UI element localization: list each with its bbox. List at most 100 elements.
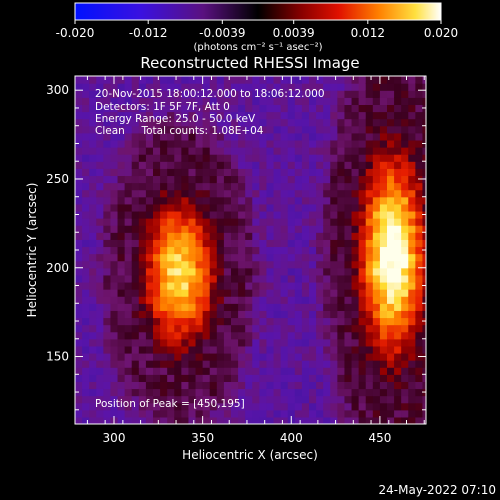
heatmap-cell: [287, 239, 296, 248]
heatmap-cell: [202, 338, 211, 347]
heatmap-cell: [287, 161, 296, 169]
heatmap-cell: [75, 402, 83, 411]
heatmap-cell: [252, 232, 260, 240]
heatmap-cell: [96, 409, 104, 418]
heatmap-cell: [202, 402, 211, 411]
heatmap-cell: [174, 218, 182, 226]
heatmap-cell: [153, 118, 161, 127]
heatmap-cell: [131, 210, 140, 219]
heatmap-cell: [216, 296, 225, 304]
heatmap-cell: [110, 267, 119, 276]
heatmap-cell: [238, 239, 246, 248]
heatmap-cell: [181, 210, 190, 219]
heatmap-cell: [408, 218, 416, 226]
heatmap-cell: [422, 97, 426, 106]
heatmap-cell: [103, 296, 112, 304]
heatmap-cell: [145, 345, 154, 354]
heatmap-cell: [301, 317, 310, 326]
heatmap-cell: [82, 289, 90, 297]
heatmap-cell: [408, 196, 416, 205]
heatmap-cell: [131, 374, 140, 382]
heatmap-cell: [110, 196, 119, 205]
heatmap-cell: [209, 296, 218, 304]
heatmap-cell: [358, 154, 367, 162]
heatmap-cell: [301, 246, 310, 255]
heatmap-cell: [252, 111, 260, 120]
heatmap-cell: [188, 232, 197, 240]
heatmap-cell: [89, 83, 97, 91]
heatmap-cell: [344, 267, 353, 276]
heatmap-cell: [415, 395, 424, 404]
heatmap-cell: [372, 175, 381, 184]
heatmap-cell: [401, 331, 409, 340]
heatmap-cell: [167, 381, 175, 390]
heatmap-cell: [422, 147, 426, 155]
heatmap-cell: [103, 239, 112, 248]
heatmap-cell: [89, 303, 97, 311]
heatmap-cell: [344, 246, 353, 255]
heatmap-cell: [110, 147, 119, 155]
heatmap-cell: [259, 367, 268, 375]
heatmap-cell: [231, 409, 239, 418]
heatmap-cell: [266, 352, 275, 361]
heatmap-cell: [181, 317, 190, 326]
heatmap-cell: [131, 83, 140, 91]
heatmap-cell: [259, 374, 268, 382]
heatmap-cell: [323, 189, 331, 198]
heatmap-cell: [252, 296, 260, 304]
heatmap-cell: [294, 239, 303, 248]
heatmap-cell: [379, 260, 388, 269]
heatmap-cell: [379, 381, 388, 390]
heatmap-cell: [110, 274, 119, 283]
heatmap-cell: [110, 296, 119, 304]
heatmap-cell: [422, 189, 426, 198]
heatmap-cell: [301, 416, 310, 424]
heatmap-cell: [309, 189, 317, 198]
heatmap-cell: [75, 196, 83, 205]
heatmap-cell: [294, 210, 303, 219]
y-tick-label: 250: [46, 172, 69, 186]
heatmap-cell: [316, 388, 324, 397]
heatmap-cell: [415, 402, 424, 411]
heatmap-cell: [372, 360, 381, 368]
heatmap-cell: [323, 168, 331, 177]
heatmap-cell: [408, 395, 416, 404]
heatmap-cell: [301, 97, 310, 106]
heatmap-cell: [209, 281, 218, 290]
heatmap-cell: [103, 253, 112, 262]
heatmap-cell: [344, 76, 353, 84]
heatmap-cell: [394, 97, 402, 106]
y-tick-label: 200: [46, 261, 69, 275]
heatmap-cell: [188, 189, 197, 198]
heatmap-cell: [167, 97, 175, 106]
heatmap-cell: [358, 139, 367, 148]
heatmap-cell: [259, 154, 268, 162]
heatmap-cell: [408, 402, 416, 411]
heatmap-cell: [117, 274, 126, 283]
heatmap-cell: [238, 189, 246, 198]
heatmap-cell: [287, 118, 296, 127]
heatmap-cell: [252, 246, 260, 255]
heatmap-cell: [131, 203, 140, 212]
heatmap-cell: [245, 395, 253, 404]
heatmap-cell: [89, 239, 97, 248]
heatmap-cell: [358, 374, 367, 382]
heatmap-cell: [365, 154, 374, 162]
heatmap-cell: [145, 104, 154, 113]
heatmap-cell: [394, 139, 402, 148]
heatmap-cell: [287, 274, 296, 283]
heatmap-cell: [202, 388, 211, 397]
heatmap-cell: [153, 154, 161, 162]
heatmap-cell: [280, 154, 289, 162]
heatmap-cell: [337, 317, 346, 326]
heatmap-cell: [422, 218, 426, 226]
heatmap-cell: [316, 218, 324, 226]
heatmap-cell: [117, 296, 126, 304]
heatmap-cell: [216, 154, 225, 162]
heatmap-cell: [82, 154, 90, 162]
heatmap-cell: [231, 210, 239, 219]
heatmap-cell: [117, 395, 126, 404]
heatmap-cell: [252, 253, 260, 262]
heatmap-cell: [245, 402, 253, 411]
heatmap-cell: [145, 395, 154, 404]
